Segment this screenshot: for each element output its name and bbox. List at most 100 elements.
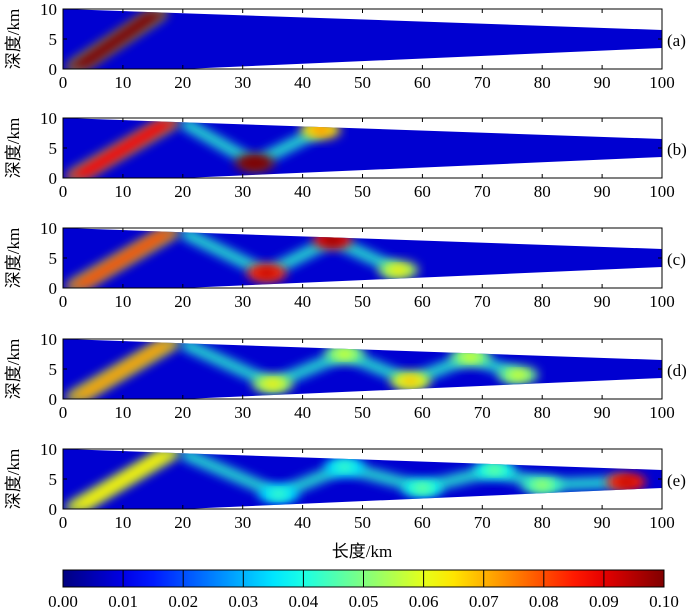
x-tick-label: 90 bbox=[594, 292, 611, 311]
panel-label: (c) bbox=[667, 250, 686, 269]
y-tick-label: 5 bbox=[49, 30, 58, 49]
colorbar-tick-label: 0.02 bbox=[168, 592, 198, 611]
x-tick-label: 100 bbox=[649, 513, 675, 532]
x-tick-label: 70 bbox=[474, 513, 491, 532]
hotspot-core bbox=[533, 481, 552, 489]
y-tick-label: 5 bbox=[49, 470, 58, 489]
x-tick-label: 80 bbox=[534, 513, 551, 532]
y-axis-title: 深度/km bbox=[4, 449, 23, 509]
hotspot-core bbox=[335, 463, 354, 471]
y-tick-label: 5 bbox=[49, 249, 58, 268]
hotspot-core bbox=[461, 353, 480, 361]
x-tick-label: 0 bbox=[59, 292, 68, 311]
beam-band bbox=[63, 451, 183, 509]
x-tick-label: 20 bbox=[174, 292, 191, 311]
hotspot-core bbox=[617, 478, 636, 486]
x-tick-label: 80 bbox=[534, 73, 551, 92]
panel: 0 10 20 30 40 50 60 70 80 90 100 0 5 10 深度/km (d) bbox=[4, 330, 687, 422]
x-tick-label: 10 bbox=[114, 403, 131, 422]
x-tick-label: 80 bbox=[534, 403, 551, 422]
hotspot-core bbox=[263, 380, 282, 388]
colorbar-tick-label: 0.10 bbox=[649, 592, 679, 611]
x-tick-label: 60 bbox=[414, 292, 431, 311]
x-tick-label: 90 bbox=[594, 182, 611, 201]
x-tick-label: 50 bbox=[354, 513, 371, 532]
hotspot-core bbox=[245, 159, 264, 167]
x-tick-label: 70 bbox=[474, 292, 491, 311]
y-tick-label: 10 bbox=[40, 0, 57, 19]
x-tick-label: 0 bbox=[59, 513, 68, 532]
y-axis-title: 深度/km bbox=[4, 339, 23, 399]
x-tick-label: 40 bbox=[294, 182, 311, 201]
hotspot-core bbox=[509, 371, 528, 379]
y-tick-label: 0 bbox=[49, 500, 58, 519]
x-tick-label: 60 bbox=[414, 403, 431, 422]
y-tick-label: 10 bbox=[40, 109, 57, 128]
x-tick-label: 20 bbox=[174, 73, 191, 92]
y-axis-title: 深度/km bbox=[4, 9, 23, 69]
hotspot-core bbox=[335, 350, 354, 358]
x-tick-label: 70 bbox=[474, 73, 491, 92]
hotspot-core bbox=[269, 490, 288, 498]
panel: 0 10 20 30 40 50 60 70 80 90 100 0 5 10 深度/km (c) bbox=[4, 219, 686, 311]
x-tick-label: 50 bbox=[354, 73, 371, 92]
x-tick-label: 70 bbox=[474, 182, 491, 201]
intensity-field bbox=[63, 228, 662, 288]
x-tick-label: 40 bbox=[294, 513, 311, 532]
hotspot-core bbox=[389, 266, 408, 274]
x-tick-label: 0 bbox=[59, 73, 68, 92]
beam-band bbox=[63, 11, 171, 69]
x-tick-label: 40 bbox=[294, 292, 311, 311]
beam-band bbox=[63, 341, 183, 399]
x-tick-label: 30 bbox=[234, 73, 251, 92]
x-tick-label: 30 bbox=[234, 292, 251, 311]
y-tick-label: 0 bbox=[49, 60, 58, 79]
x-tick-label: 10 bbox=[114, 182, 131, 201]
colorbar-tick-label: 0.03 bbox=[228, 592, 258, 611]
x-tick-label: 60 bbox=[414, 182, 431, 201]
x-tick-label: 100 bbox=[649, 182, 675, 201]
x-tick-label: 30 bbox=[234, 403, 251, 422]
x-tick-label: 10 bbox=[114, 292, 131, 311]
hotspot-core bbox=[311, 126, 330, 134]
beam-band bbox=[63, 230, 183, 288]
y-tick-label: 0 bbox=[49, 390, 58, 409]
panel-label: (d) bbox=[667, 361, 687, 380]
x-tick-label: 60 bbox=[414, 73, 431, 92]
y-tick-label: 5 bbox=[49, 139, 58, 158]
y-axis-title: 深度/km bbox=[4, 228, 23, 288]
x-tick-label: 100 bbox=[649, 292, 675, 311]
x-tick-label: 90 bbox=[594, 73, 611, 92]
y-tick-label: 10 bbox=[40, 330, 57, 349]
hotspot-core bbox=[323, 236, 342, 244]
x-axis-title: 长度/km bbox=[332, 542, 392, 561]
x-tick-label: 90 bbox=[594, 403, 611, 422]
x-tick-label: 80 bbox=[534, 182, 551, 201]
colorbar-tick-label: 0.05 bbox=[349, 592, 379, 611]
panel: 0 10 20 30 40 50 60 70 80 90 100 0 5 10 深度/km (e) bbox=[4, 440, 686, 532]
colorbar-tick-label: 0.00 bbox=[48, 592, 78, 611]
intensity-field bbox=[63, 339, 662, 399]
panel-label: (e) bbox=[667, 471, 686, 490]
panel: 0 10 20 30 40 50 60 70 80 90 100 0 5 10 深度/km (a) bbox=[4, 0, 686, 92]
x-tick-label: 60 bbox=[414, 513, 431, 532]
x-tick-label: 90 bbox=[594, 513, 611, 532]
hotspot-core bbox=[485, 466, 504, 474]
colorbar-tick-label: 0.08 bbox=[529, 592, 559, 611]
x-tick-label: 30 bbox=[234, 182, 251, 201]
y-axis-title: 深度/km bbox=[4, 118, 23, 178]
colorbar-tick-label: 0.01 bbox=[108, 592, 138, 611]
panel: 0 10 20 30 40 50 60 70 80 90 100 0 5 10 深度/km (b) bbox=[4, 109, 687, 201]
x-tick-label: 10 bbox=[114, 73, 131, 92]
x-tick-label: 0 bbox=[59, 182, 68, 201]
x-tick-label: 80 bbox=[534, 292, 551, 311]
colorbar-tick-label: 0.06 bbox=[409, 592, 439, 611]
x-tick-label: 50 bbox=[354, 292, 371, 311]
y-tick-label: 10 bbox=[40, 219, 57, 238]
x-tick-label: 40 bbox=[294, 403, 311, 422]
x-tick-label: 0 bbox=[59, 403, 68, 422]
x-tick-label: 100 bbox=[649, 403, 675, 422]
x-tick-label: 40 bbox=[294, 73, 311, 92]
x-tick-label: 10 bbox=[114, 513, 131, 532]
